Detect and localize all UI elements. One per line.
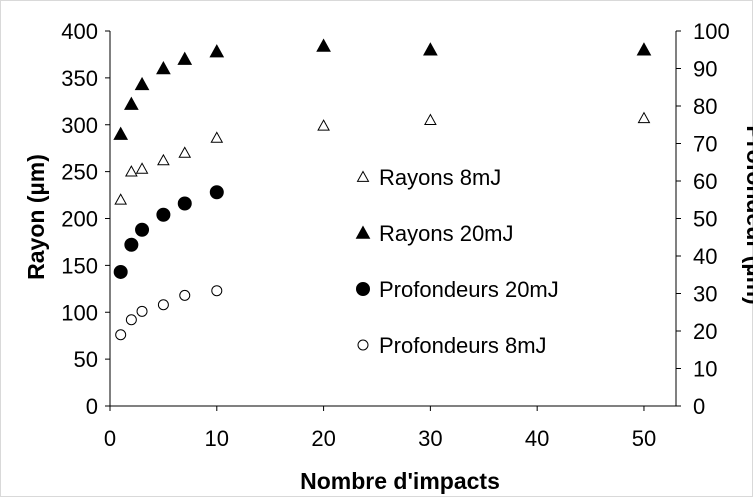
- y2-tick-label: 40: [693, 244, 717, 269]
- data-point: [211, 285, 223, 297]
- data-point: [316, 38, 331, 52]
- data-point: [424, 113, 437, 125]
- legend-marker: [355, 225, 371, 239]
- legend-marker: [356, 282, 370, 296]
- data-point: [114, 193, 128, 205]
- y-tick-label: 250: [61, 160, 98, 185]
- y2-tick-label: 30: [693, 282, 717, 307]
- data-point: [134, 76, 150, 91]
- data-point: [317, 119, 330, 131]
- y2-tick-label: 50: [693, 207, 717, 232]
- y2-tick-label: 80: [693, 94, 717, 119]
- x-tick-label: 40: [525, 426, 549, 451]
- data-point: [125, 314, 137, 326]
- y2-tick-label: 100: [693, 19, 730, 44]
- y-axis-title: Rayon (µm): [23, 154, 49, 280]
- legend-marker: [357, 339, 369, 351]
- data-point: [157, 299, 169, 311]
- y2-tick-label: 10: [693, 357, 717, 382]
- data-point: [636, 42, 652, 56]
- data-point: [113, 126, 129, 140]
- data-point: [177, 196, 192, 211]
- y2-tick-label: 70: [693, 132, 717, 157]
- data-point: [125, 165, 138, 177]
- y-tick-label: 150: [61, 253, 98, 278]
- legend-marker: [356, 170, 370, 182]
- y2-tick-label: 90: [693, 57, 717, 82]
- y-tick-label: 350: [61, 66, 98, 91]
- y2-tick-label: 60: [693, 169, 717, 194]
- legend-label: Profondeurs 20mJ: [379, 277, 559, 302]
- data-point: [135, 162, 149, 174]
- y2-axis-title: Profondeur (µm): [742, 125, 753, 304]
- legend-label: Rayons 20mJ: [379, 221, 514, 246]
- y-tick-label: 200: [61, 207, 98, 232]
- data-point: [113, 264, 128, 279]
- data-point: [156, 60, 171, 75]
- data-point: [178, 146, 192, 158]
- tick-labels: 0501001502002503003504000102030405060708…: [61, 19, 729, 451]
- y-tick-label: 400: [61, 19, 98, 44]
- y-tick-label: 0: [86, 394, 98, 419]
- x-axis-title: Nombre d'impacts: [300, 468, 500, 494]
- data-point: [135, 222, 150, 237]
- data-point: [423, 42, 438, 56]
- data-point: [115, 329, 127, 341]
- data-point: [156, 207, 171, 222]
- y2-tick-label: 0: [693, 394, 705, 419]
- data-point: [136, 305, 148, 317]
- y-tick-label: 100: [61, 300, 98, 325]
- data-point: [179, 289, 191, 301]
- data-point: [209, 44, 225, 58]
- x-tick-label: 10: [205, 426, 229, 451]
- legend-label: Rayons 8mJ: [379, 165, 501, 190]
- x-tick-label: 20: [311, 426, 335, 451]
- data-point: [209, 185, 224, 200]
- x-tick-label: 50: [632, 426, 656, 451]
- legend-label: Profondeurs 8mJ: [379, 333, 547, 358]
- data-point: [124, 237, 139, 252]
- axes: [105, 30, 681, 411]
- data-point: [177, 51, 193, 65]
- y-tick-label: 50: [74, 347, 98, 372]
- x-tick-label: 30: [418, 426, 442, 451]
- legend: Rayons 8mJ Rayons 20mJ Profondeurs 20mJ Pro…: [355, 165, 559, 358]
- data-point: [210, 131, 224, 143]
- data-point: [157, 153, 170, 166]
- data-point: [637, 111, 651, 124]
- data-points: [113, 38, 652, 341]
- data-point: [124, 96, 139, 110]
- x-tick-label: 0: [104, 426, 116, 451]
- y-tick-label: 300: [61, 113, 98, 138]
- y2-tick-label: 20: [693, 319, 717, 344]
